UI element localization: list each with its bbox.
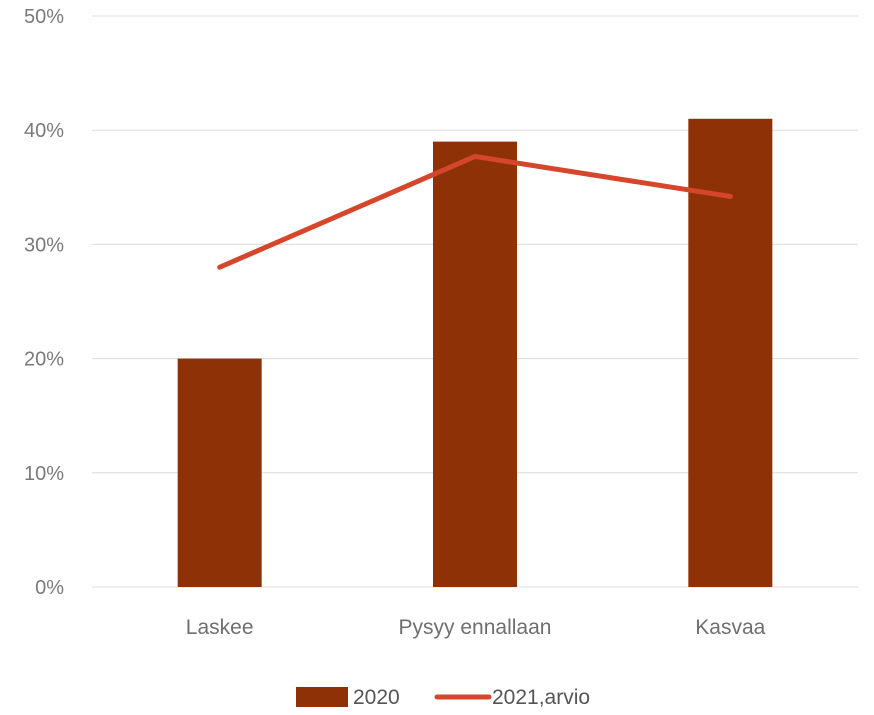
x-axis-categories: Laskee Pysyy ennallaan Kasvaa <box>186 616 766 639</box>
y-tick-label: 0% <box>35 577 64 599</box>
y-tick-label: 20% <box>24 349 64 371</box>
y-tick-label: 50% <box>24 6 64 28</box>
x-category-label: Laskee <box>186 616 254 639</box>
bar-2020 <box>177 358 262 587</box>
y-tick-label: 40% <box>24 120 64 142</box>
legend: 2020 2021,arvio <box>296 686 590 709</box>
y-tick-label: 10% <box>24 463 64 485</box>
legend-label-2021-arvio: 2021,arvio <box>492 686 590 709</box>
bar-2020 <box>688 118 773 587</box>
x-category-label: Kasvaa <box>695 616 765 639</box>
legend-swatch-2020 <box>296 687 348 707</box>
bar-2020 <box>433 141 517 587</box>
x-category-label: Pysyy ennallaan <box>399 616 552 639</box>
y-tick-label: 30% <box>24 234 64 256</box>
y-axis-ticks: 0% 10% 20% 30% 40% 50% <box>24 6 64 599</box>
line-series-2021 <box>217 153 733 270</box>
legend-label-2020: 2020 <box>353 686 400 709</box>
